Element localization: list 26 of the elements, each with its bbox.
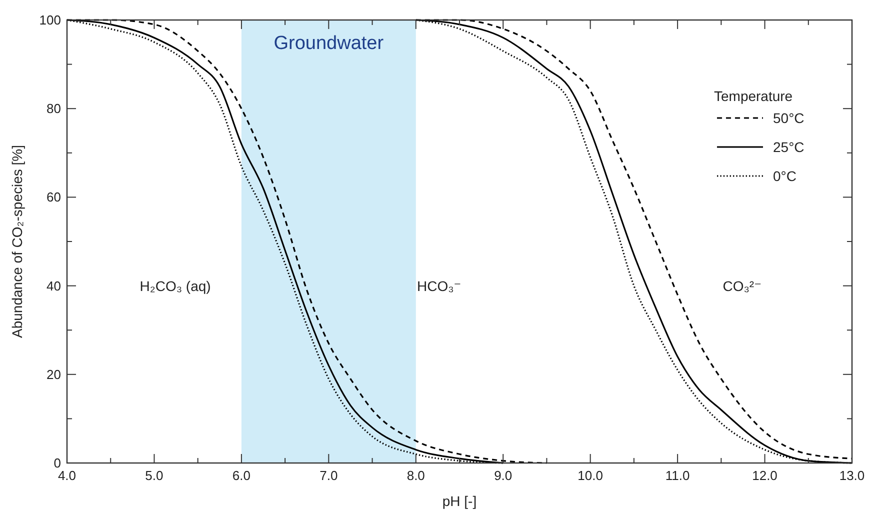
x-tick-label: 12.0 (752, 468, 778, 483)
y-tick-label: 60 (46, 190, 61, 205)
legend-label: 0°C (773, 168, 796, 184)
x-tick-label: 9.0 (494, 468, 512, 483)
y-tick-label: 100 (39, 12, 61, 28)
y-tick-label: 80 (46, 101, 61, 116)
y-tick-label: 20 (46, 366, 61, 382)
annotation: H₂CO₃ (aq) (140, 278, 211, 294)
x-tick-label: 7.0 (320, 468, 338, 483)
annotation: CO₃²⁻ (722, 278, 762, 294)
legend-label: 25°C (773, 139, 804, 155)
x-tick-label: 10.0 (578, 468, 603, 483)
legend-title: Temperature (714, 88, 793, 104)
y-tick-label: 0 (54, 456, 61, 470)
band-label: Groundwater (274, 33, 384, 54)
x-tick-label: 8.0 (406, 468, 425, 483)
x-tick-label: 4.0 (58, 468, 76, 483)
x-tick-label: 13.0 (839, 468, 865, 483)
y-axis-title: Abundance of CO₂-species [%] (9, 145, 25, 338)
x-tick-label: 6.0 (232, 468, 250, 483)
annotation: HCO₃⁻ (416, 278, 462, 294)
x-axis-title: pH [-] (442, 493, 477, 509)
legend-label: 50°C (773, 110, 804, 126)
x-tick-label: 5.0 (145, 468, 164, 483)
y-tick-label: 40 (46, 278, 61, 294)
x-tick-label: 11.0 (665, 468, 690, 483)
